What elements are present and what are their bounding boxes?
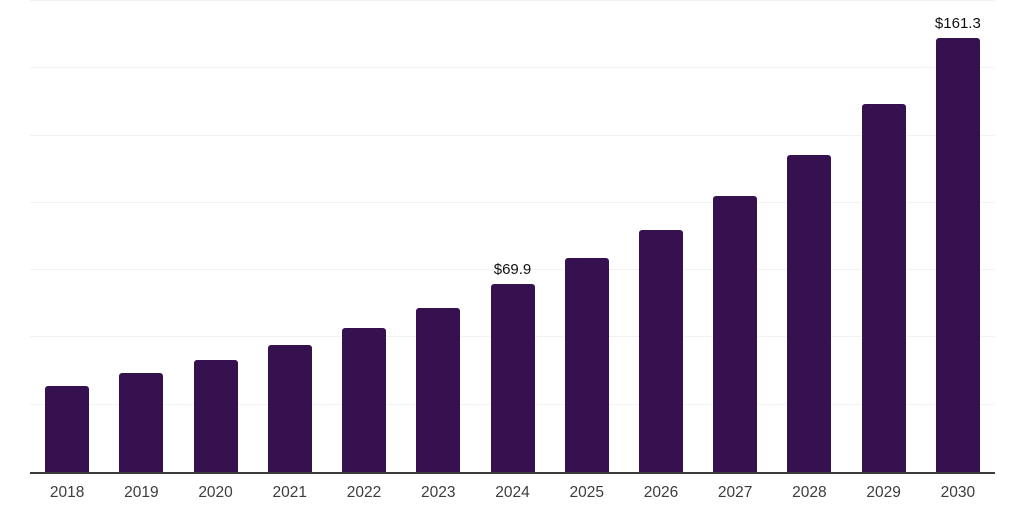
gridline-125: [30, 134, 995, 136]
x-tick-label-2026: 2026: [643, 484, 679, 501]
gridline-75: [30, 269, 995, 271]
bar-2019: [119, 372, 164, 472]
bar-2029: [861, 104, 906, 472]
x-axis: 2018 2019 2020 2021 2022 2023 2024 2025 2026 2027…: [30, 483, 995, 505]
x-tick-label-2024: 2024: [495, 484, 530, 501]
bar-2021: [267, 344, 312, 472]
bar-2024: [490, 283, 535, 472]
x-tick-label-2021: 2021: [272, 484, 308, 501]
bar-2027: [713, 196, 758, 472]
plot-area: $69.9 $161.3: [30, 0, 995, 474]
x-tick-label-2019: 2019: [124, 484, 159, 501]
bar-2018: [45, 385, 90, 472]
gridline-150: [30, 67, 995, 69]
bar-2020: [193, 360, 238, 472]
x-tick-label-2029: 2029: [866, 484, 901, 501]
x-tick-label-2020: 2020: [198, 484, 233, 501]
x-tick-label-2025: 2025: [569, 484, 604, 501]
bar-2025: [564, 258, 609, 472]
bar-2023: [416, 308, 461, 472]
bar-value-label-2024: $69.9: [493, 260, 532, 278]
gridline-175: [30, 0, 995, 1]
bar-2022: [342, 328, 387, 472]
gridline-100: [30, 201, 995, 203]
x-tick-label-2022: 2022: [346, 484, 382, 501]
x-tick-label-2027: 2027: [717, 484, 753, 501]
bar-value-label-2030: $161.3: [934, 14, 981, 32]
x-tick-label-2023: 2023: [421, 484, 456, 501]
bar-2028: [787, 154, 832, 472]
x-tick-label-2030: 2030: [940, 484, 976, 501]
x-tick-label-2018: 2018: [49, 484, 85, 501]
bar-2030: [935, 37, 980, 472]
x-tick-label-2028: 2028: [792, 484, 827, 501]
bar-2026: [638, 230, 683, 472]
